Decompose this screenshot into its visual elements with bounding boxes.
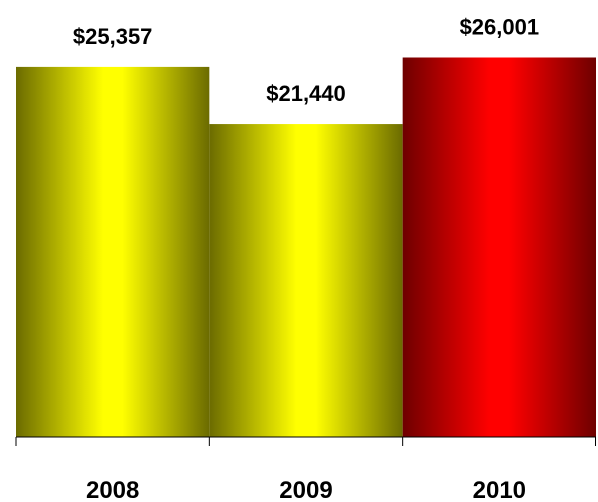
data-label-2009: $21,440 (266, 81, 346, 106)
bars-layer (16, 57, 596, 438)
tick-labels-layer: 2008 2009 2010 (86, 477, 526, 502)
data-label-2008: $25,357 (73, 24, 153, 49)
data-labels-layer: $25,357 $21,440 $26,001 (73, 15, 539, 107)
x-axis (15, 436, 596, 446)
data-label-2010: $26,001 (460, 15, 540, 40)
bar-2009 (209, 124, 403, 437)
x-tick-label-2008: 2008 (86, 477, 139, 502)
x-tick-label-2010: 2010 (473, 477, 526, 502)
bar-2008 (16, 66, 210, 438)
bar-2010 (402, 57, 596, 437)
x-tick-label-2009: 2009 (279, 477, 332, 502)
